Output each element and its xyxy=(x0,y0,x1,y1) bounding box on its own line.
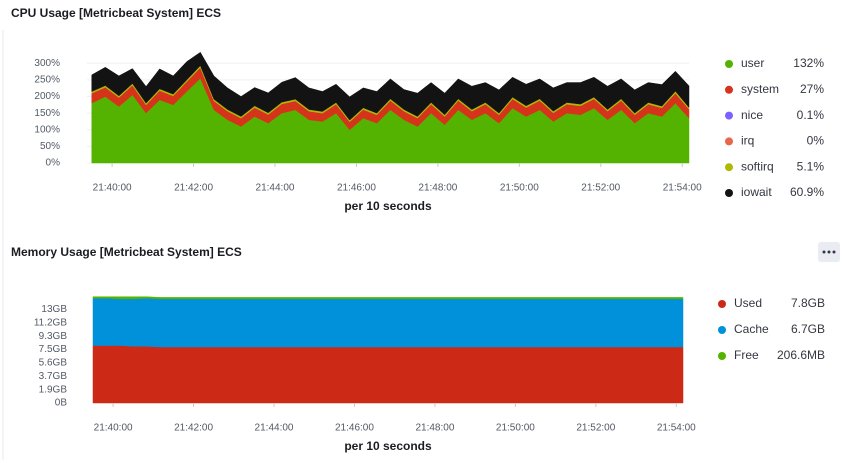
y-tick-label: 11.2GB xyxy=(34,317,67,328)
legend-name: system xyxy=(741,82,779,96)
x-tick-label: 21:40:00 xyxy=(94,423,133,434)
legend-name: iowait xyxy=(741,185,772,199)
x-tick-label: 21:54:00 xyxy=(663,183,702,194)
legend-name: Cache xyxy=(734,322,769,336)
y-tick-label: 13GB xyxy=(41,304,67,315)
area-Used xyxy=(92,345,684,404)
x-tick-label: 21:54:00 xyxy=(657,423,696,434)
x-tick-label: 21:44:00 xyxy=(255,423,294,434)
legend-value: 0% xyxy=(807,134,825,148)
x-tick-label: 21:46:00 xyxy=(337,183,376,194)
y-tick-label: 0B xyxy=(55,398,68,409)
legend-name: Free xyxy=(734,348,759,362)
area-Cache xyxy=(92,297,684,348)
legend-value: 206.6MB xyxy=(777,348,825,362)
legend-value: 6.7GB xyxy=(791,322,825,336)
legend-name: Used xyxy=(734,296,762,310)
legend-value: 5.1% xyxy=(797,159,825,173)
legend-name: softirq xyxy=(741,159,774,173)
legend-value: 132% xyxy=(793,56,824,70)
x-tick-label: 21:42:00 xyxy=(174,183,213,194)
y-tick-label: 300% xyxy=(34,58,60,69)
x-tick-label: 21:42:00 xyxy=(174,423,213,434)
legend-dot xyxy=(725,85,733,94)
x-tick-label: 21:48:00 xyxy=(415,423,454,434)
x-tick-label: 21:52:00 xyxy=(576,423,615,434)
x-tick-label: 21:50:00 xyxy=(496,423,535,434)
legend-name: irq xyxy=(741,134,754,148)
y-tick-label: 1.9GB xyxy=(39,384,68,395)
y-tick-label: 0% xyxy=(46,158,61,169)
legend-dot xyxy=(718,352,726,360)
y-tick-label: 250% xyxy=(34,75,60,86)
y-tick-label: 150% xyxy=(34,108,60,119)
legend-dot xyxy=(725,163,733,172)
legend-name: user xyxy=(741,56,764,70)
legend-dot xyxy=(725,60,733,68)
x-tick-label: 21:44:00 xyxy=(256,183,295,194)
y-tick-label: 200% xyxy=(34,91,60,102)
y-tick-label: 50% xyxy=(40,141,60,152)
menu-dot xyxy=(827,250,831,254)
legend-value: 0.1% xyxy=(797,108,825,122)
legend-dot xyxy=(725,111,733,120)
y-tick-label: 100% xyxy=(34,124,60,135)
y-tick-label: 7.5GB xyxy=(39,344,68,355)
legend-value: 27% xyxy=(800,82,824,96)
y-tick-label: 9.3GB xyxy=(39,331,68,342)
menu-dot xyxy=(832,250,836,254)
area-Free xyxy=(92,296,684,300)
y-tick-label: 3.7GB xyxy=(39,371,68,382)
x-tick-label: 21:50:00 xyxy=(500,183,539,194)
chart-title: CPU Usage [Metricbeat System] ECS xyxy=(11,6,221,20)
legend-dot xyxy=(725,189,733,197)
y-tick-label: 5.6GB xyxy=(39,357,68,368)
x-tick-label: 21:40:00 xyxy=(93,183,132,194)
x-axis-title: per 10 seconds xyxy=(344,439,432,453)
legend-dot xyxy=(725,137,733,146)
x-axis-title: per 10 seconds xyxy=(344,199,432,213)
x-tick-label: 21:48:00 xyxy=(418,183,457,194)
area-iowait xyxy=(91,51,690,121)
legend-dot xyxy=(718,326,726,334)
legend-name: nice xyxy=(741,108,763,122)
panel-menu-button[interactable] xyxy=(818,242,840,262)
chart-title: Memory Usage [Metricbeat System] ECS xyxy=(11,245,242,259)
x-tick-label: 21:52:00 xyxy=(581,183,620,194)
legend-dot xyxy=(718,300,726,308)
menu-dot xyxy=(822,250,826,254)
x-tick-label: 21:46:00 xyxy=(335,423,374,434)
legend-value: 7.8GB xyxy=(791,296,825,310)
legend-value: 60.9% xyxy=(790,185,824,199)
